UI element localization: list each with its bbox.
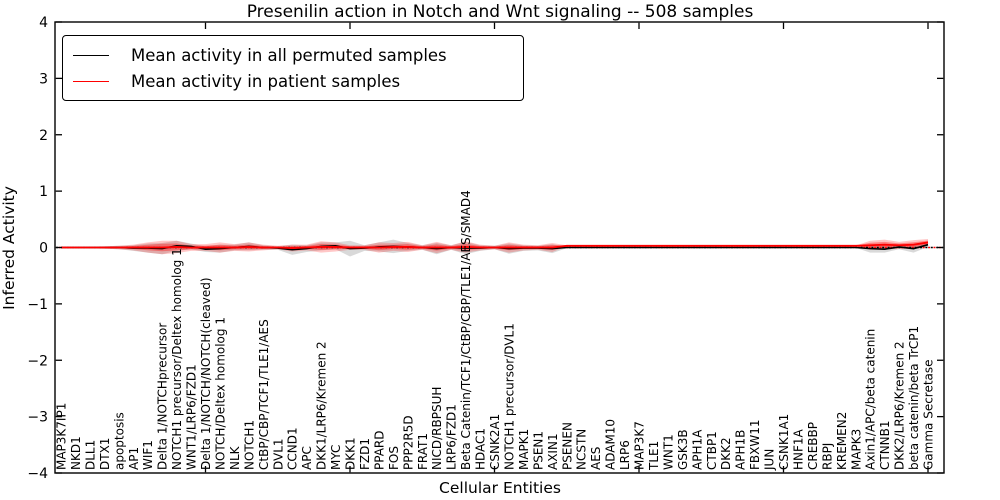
plot-border bbox=[54, 21, 945, 474]
x-category-label: APH1B bbox=[734, 430, 748, 470]
x-category-label: MAPK3 bbox=[849, 429, 863, 470]
x-category-label: Gamma Secretase bbox=[922, 359, 936, 470]
legend-label-patient: Mean activity in patient samples bbox=[131, 71, 401, 91]
x-category-label: FZD1 bbox=[358, 438, 372, 470]
x-category-label: CTBP1 bbox=[705, 431, 719, 470]
x-category-label: Delta 1/NOTCHprecursor bbox=[156, 323, 170, 470]
legend-line-sample-red bbox=[73, 80, 109, 82]
x-category-label: NICD/RBPSUH bbox=[430, 387, 444, 470]
x-category-label: CtBP/CBP/TCF1/TLE1/AES bbox=[257, 319, 271, 470]
y-tick-label: 0 bbox=[39, 241, 48, 257]
patient-mean-line bbox=[61, 241, 929, 249]
x-category-label: APH1A bbox=[690, 429, 704, 470]
y-tick-label: 2 bbox=[39, 128, 48, 144]
x-category-label: AP1 bbox=[127, 447, 141, 470]
x-axis-label: Cellular Entities bbox=[439, 479, 561, 497]
x-category-label: HDAC1 bbox=[474, 428, 488, 470]
y-tick-label: −2 bbox=[27, 353, 48, 369]
x-category-label: LRP6/FZD1 bbox=[445, 404, 459, 470]
x-category-label: ADAM10 bbox=[604, 419, 618, 470]
x-category-label: PSENEN bbox=[560, 422, 574, 470]
x-category-label: MYC bbox=[329, 445, 343, 470]
legend: Mean activity in all permuted samples Me… bbox=[62, 35, 524, 101]
x-category-label: DTX1 bbox=[98, 438, 112, 470]
x-category-label: DVL1 bbox=[271, 438, 285, 470]
x-category-label: KREMEN2 bbox=[835, 412, 849, 470]
x-category-label: FOS bbox=[387, 446, 401, 470]
chart-title: Presenilin action in Notch and Wnt signa… bbox=[246, 2, 754, 22]
x-category-label: WNT1 bbox=[661, 434, 675, 470]
x-category-label: DKK2 bbox=[719, 437, 733, 470]
x-category-label: PPARD bbox=[372, 431, 386, 471]
x-category-label: CREBBP bbox=[806, 422, 820, 470]
x-category-label: apoptosis bbox=[112, 412, 126, 470]
x-category-label: MAP3K7IP1 bbox=[55, 403, 69, 470]
legend-item-permuted: Mean activity in all permuted samples bbox=[73, 42, 517, 68]
x-category-label: PSEN1 bbox=[531, 431, 545, 470]
legend-label-permuted: Mean activity in all permuted samples bbox=[131, 45, 447, 65]
x-category-label: MAP3K7 bbox=[633, 421, 647, 470]
x-category-label: WNT1/LRP6/FZD1 bbox=[185, 364, 199, 470]
y-axis-label: Inferred Activity bbox=[0, 186, 18, 310]
x-category-label: beta catenin/beta TrCP1 bbox=[907, 326, 921, 470]
x-category-label: MAPK1 bbox=[517, 429, 531, 470]
x-category-label: Delta 1/NOTCH/NOTCH(cleaved) bbox=[199, 277, 213, 470]
x-category-label: Axin1/APC/beta catenin bbox=[864, 329, 878, 470]
x-category-label: TLE1 bbox=[647, 441, 661, 471]
y-tick-label: −1 bbox=[27, 297, 48, 313]
x-category-label: AES bbox=[589, 447, 603, 470]
x-category-label: PPP2R5D bbox=[401, 415, 415, 470]
x-category-label: HNF1A bbox=[791, 428, 805, 470]
x-category-label: WIF1 bbox=[141, 440, 155, 470]
x-category-label: DLL1 bbox=[83, 440, 97, 470]
x-category-label: JUN bbox=[763, 449, 777, 471]
x-category-label: NCSTN bbox=[575, 429, 589, 470]
x-category-label: NLK bbox=[228, 445, 242, 470]
y-tick-label: −3 bbox=[27, 410, 48, 426]
x-category-label: APC bbox=[300, 446, 314, 470]
x-category-label: CSNK2A1 bbox=[488, 414, 502, 470]
x-category-label: RBPJ bbox=[820, 443, 834, 470]
x-category-label: NOTCH1 bbox=[242, 420, 256, 470]
x-category-label: DKK1 bbox=[344, 437, 358, 470]
legend-line-sample-black bbox=[73, 54, 109, 56]
y-tick-label: −4 bbox=[27, 466, 48, 482]
x-category-label: FBXW11 bbox=[748, 420, 762, 471]
y-tick-label: 4 bbox=[39, 15, 48, 31]
x-category-label: FRAT1 bbox=[416, 433, 430, 470]
x-category-label: CSNK1A1 bbox=[777, 414, 791, 470]
y-tick-label: 1 bbox=[39, 184, 48, 200]
x-category-label: DKK2/LRP6/Kremen 2 bbox=[893, 341, 907, 470]
x-category-label: NOTCH1 precursor/Deltex homolog 1 bbox=[170, 248, 184, 470]
legend-item-patient: Mean activity in patient samples bbox=[73, 68, 517, 94]
y-tick-label: 3 bbox=[39, 71, 48, 87]
x-category-label: NKD1 bbox=[69, 436, 83, 470]
x-category-label: CTNNB1 bbox=[878, 420, 892, 470]
x-category-label: LRP6 bbox=[618, 440, 632, 470]
x-category-label: NOTCH1 precursor/DVL1 bbox=[502, 323, 516, 470]
x-category-label: NOTCH/Deltex homolog 1 bbox=[213, 317, 227, 470]
x-category-label: CCND1 bbox=[286, 427, 300, 470]
x-category-label: Beta Catenin/TCF1/CtBP/CBP/TLE1/AES/SMAD… bbox=[459, 190, 473, 470]
x-category-label: DKK1/LRP6/Kremen 2 bbox=[315, 341, 329, 470]
x-category-label: AXIN1 bbox=[546, 433, 560, 470]
x-category-label: GSK3B bbox=[676, 429, 690, 470]
